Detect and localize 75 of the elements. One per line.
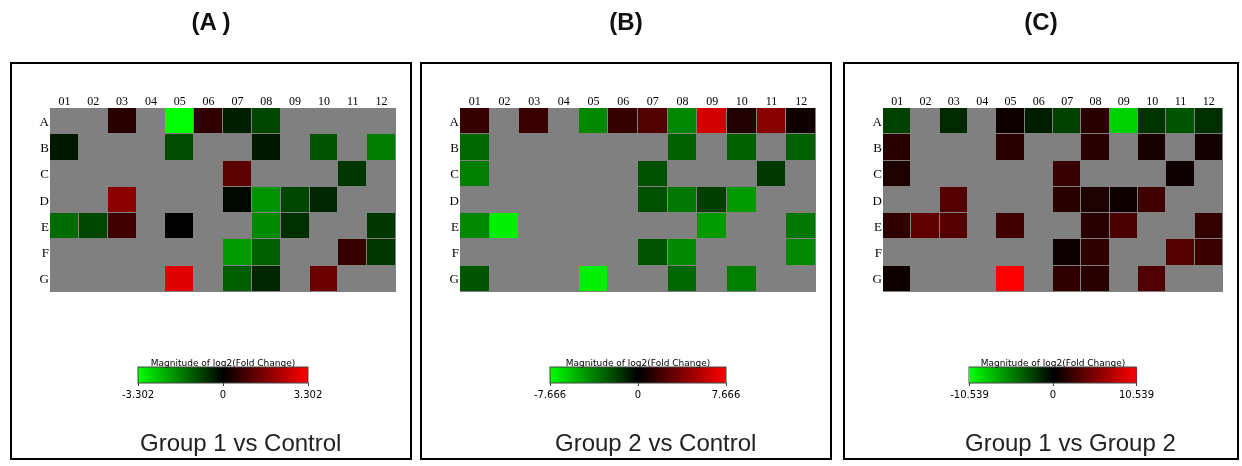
- color-bar-label: 10.539: [1119, 389, 1154, 400]
- y-tick-label: G: [872, 271, 882, 287]
- x-tick-label: 04: [976, 93, 989, 108]
- x-tick-label: 07: [1061, 93, 1074, 108]
- x-tick-label: 10: [1146, 93, 1159, 108]
- chart-title: (B): [608, 8, 644, 36]
- color-bar-label: -10.539: [950, 389, 989, 400]
- y-tick-label: C: [450, 166, 459, 182]
- x-tick-label: 07: [646, 93, 659, 108]
- y-tick-label: E: [41, 218, 50, 234]
- y-tick-label: A: [872, 113, 883, 129]
- y-tick-label: C: [40, 166, 49, 182]
- x-tick-label: 01: [58, 93, 71, 108]
- x-tick-label: 04: [557, 93, 570, 108]
- color-bar-title: Magnitude of log2(Fold Change): [980, 357, 1126, 368]
- y-tick-label: F: [41, 245, 49, 261]
- y-tick-label: C: [873, 166, 882, 182]
- y-tick-label: E: [451, 218, 460, 234]
- color-bar-label: 3.302: [293, 389, 323, 400]
- x-tick-label: 06: [617, 93, 630, 108]
- text: Group 1 vs Group 2: [965, 429, 1176, 456]
- x-tick-label: 03: [528, 93, 541, 108]
- text: Group 2 vs Control: [555, 429, 757, 456]
- color-bar-label: -3.302: [121, 389, 155, 400]
- x-tick-label: 06: [1032, 93, 1045, 108]
- color-bar-label: 0: [634, 389, 642, 400]
- color-bar-title: Magnitude of log2(Fold Change): [565, 357, 711, 368]
- x-tick-label: 09: [1117, 93, 1130, 108]
- y-tick-label: B: [450, 139, 460, 155]
- x-tick-label: 01: [468, 93, 481, 108]
- color-bar-label: 0: [1049, 389, 1057, 400]
- x-tick-label: 09: [706, 93, 719, 108]
- y-tick-label: B: [40, 139, 50, 155]
- x-tick-label: 05: [1004, 93, 1017, 108]
- x-tick-label: 11: [346, 93, 359, 108]
- x-tick-label: 10: [735, 93, 748, 108]
- chart-title: (C): [1023, 8, 1059, 36]
- x-tick-label: 10: [317, 93, 330, 108]
- y-tick-label: D: [872, 192, 882, 208]
- x-tick-label: 12: [795, 93, 808, 108]
- color-bar-title: Magnitude of log2(Fold Change): [150, 357, 296, 368]
- x-tick-label: 12: [1202, 93, 1215, 108]
- y-tick-label: A: [449, 113, 460, 129]
- x-tick-label: 02: [87, 93, 100, 108]
- x-tick-label: 02: [498, 93, 511, 108]
- x-tick-label: 01: [891, 93, 904, 108]
- x-tick-label: 02: [919, 93, 932, 108]
- x-tick-label: 06: [202, 93, 215, 108]
- x-tick-label: 08: [676, 93, 689, 108]
- x-tick-label: 04: [144, 93, 157, 108]
- y-tick-label: A: [39, 113, 50, 129]
- x-tick-label: 11: [765, 93, 778, 108]
- x-tick-label: 03: [116, 93, 129, 108]
- x-tick-label: 11: [1174, 93, 1187, 108]
- text: Group 1 vs Control: [140, 429, 342, 456]
- x-tick-label: 03: [947, 93, 960, 108]
- y-tick-label: D: [39, 192, 49, 208]
- y-tick-label: G: [449, 271, 459, 287]
- y-tick-label: D: [449, 192, 459, 208]
- y-tick-label: F: [874, 245, 882, 261]
- x-tick-label: 08: [260, 93, 273, 108]
- x-tick-label: 09: [289, 93, 302, 108]
- y-tick-label: F: [451, 245, 459, 261]
- color-bar-label: 7.666: [711, 389, 741, 400]
- y-tick-label: E: [874, 218, 883, 234]
- x-tick-label: 05: [587, 93, 600, 108]
- x-tick-label: 12: [375, 93, 388, 108]
- x-tick-label: 07: [231, 93, 244, 108]
- chart-title: (A ): [190, 8, 232, 36]
- x-tick-label: 08: [1089, 93, 1102, 108]
- y-tick-label: G: [39, 271, 49, 287]
- color-bar-label: -7.666: [533, 389, 567, 400]
- x-tick-label: 05: [173, 93, 186, 108]
- y-tick-label: B: [873, 139, 883, 155]
- color-bar-label: 0: [219, 389, 227, 400]
